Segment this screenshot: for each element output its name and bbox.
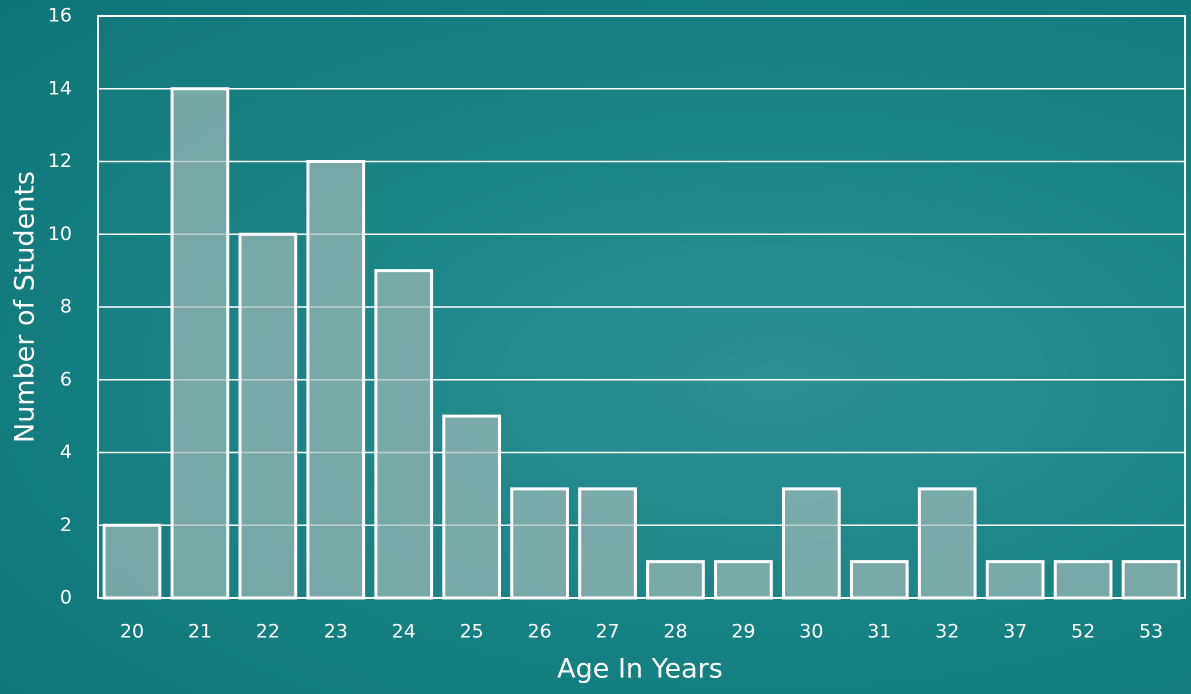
y-axis-title: Number of Students xyxy=(10,171,41,443)
x-tick-label: 53 xyxy=(1139,621,1163,643)
bar xyxy=(987,562,1043,598)
x-axis-title: Age In Years xyxy=(557,654,723,685)
bar xyxy=(172,89,228,598)
x-tick-label: 32 xyxy=(935,621,959,643)
bar xyxy=(783,489,839,598)
page: Age In Years Number of Students 02468101… xyxy=(0,0,1191,694)
bar xyxy=(512,489,568,598)
y-tick-label: 6 xyxy=(60,368,72,390)
bar xyxy=(580,489,636,598)
x-tick-label: 37 xyxy=(1003,621,1027,643)
chart: Age In Years Number of Students 02468101… xyxy=(0,0,1191,694)
bar xyxy=(1123,562,1179,598)
x-tick-label: 23 xyxy=(324,621,348,643)
y-tick-label: 14 xyxy=(48,77,72,99)
bar xyxy=(851,562,907,598)
y-tick-label: 0 xyxy=(60,587,72,609)
y-tick-label: 8 xyxy=(60,296,72,318)
x-tick-label: 25 xyxy=(460,621,484,643)
x-tick-label: 29 xyxy=(731,621,755,643)
x-tick-label: 24 xyxy=(392,621,416,643)
x-tick-label: 20 xyxy=(120,621,144,643)
y-tick-label: 16 xyxy=(48,5,72,27)
bar xyxy=(104,525,160,598)
x-tick-label: 26 xyxy=(528,621,552,643)
x-tick-label: 22 xyxy=(256,621,280,643)
y-tick-label: 2 xyxy=(60,514,72,536)
bar xyxy=(716,562,772,598)
y-tick-label: 4 xyxy=(60,441,72,463)
y-tick-label: 12 xyxy=(48,150,72,172)
bar xyxy=(648,562,704,598)
x-tick-label: 28 xyxy=(663,621,687,643)
x-tick-label: 27 xyxy=(595,621,619,643)
bar xyxy=(919,489,975,598)
bar xyxy=(308,162,364,599)
bar xyxy=(376,271,432,598)
x-tick-label: 21 xyxy=(188,621,212,643)
bar xyxy=(1055,562,1111,598)
bar xyxy=(240,234,296,598)
bar xyxy=(444,416,500,598)
x-tick-label: 52 xyxy=(1071,621,1095,643)
y-tick-label: 10 xyxy=(48,223,72,245)
x-tick-label: 30 xyxy=(799,621,823,643)
x-tick-label: 31 xyxy=(867,621,891,643)
